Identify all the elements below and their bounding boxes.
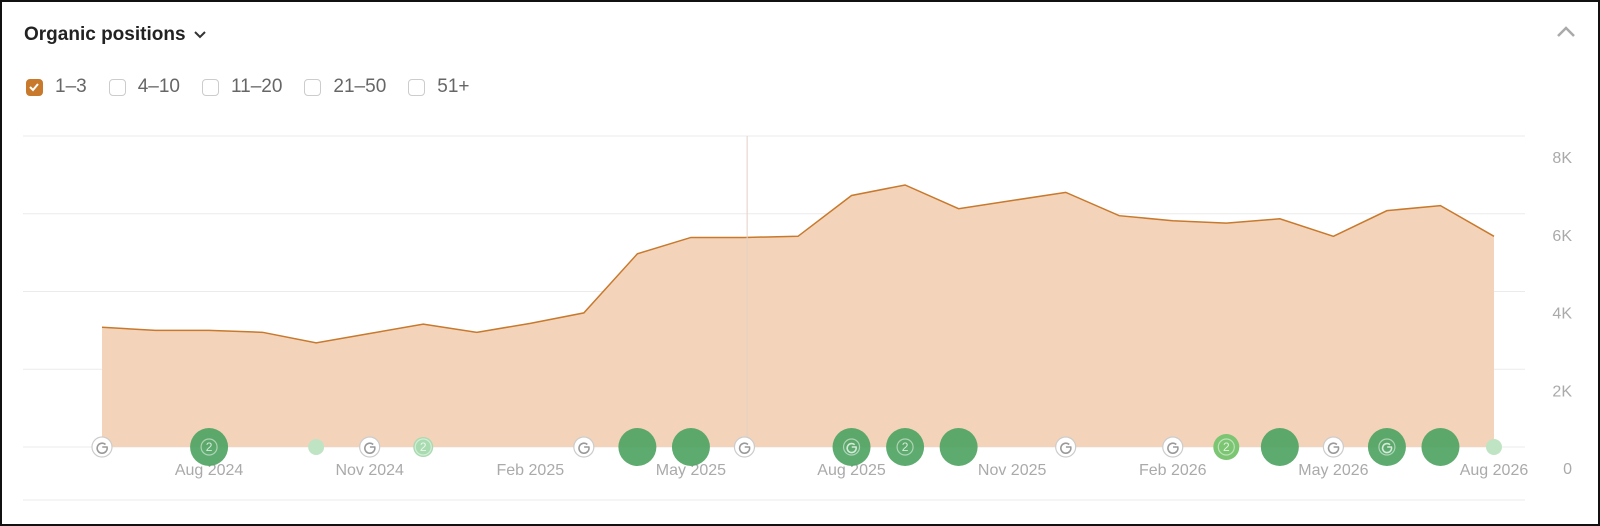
event-badge xyxy=(414,438,432,456)
google-icon xyxy=(1060,442,1072,454)
filter[interactable]: 1–3 xyxy=(26,76,87,98)
filter-label: 11–20 xyxy=(230,76,283,97)
google-update-marker xyxy=(733,436,756,458)
x-tick-label: May 2025 xyxy=(656,462,726,479)
event-marker xyxy=(413,437,434,457)
event-label: 2 xyxy=(206,440,213,454)
x-tick-label: May 2026 xyxy=(1298,462,1368,479)
filter-label: 4–10 xyxy=(137,76,180,97)
event-marker xyxy=(1213,434,1240,460)
checkbox[interactable] xyxy=(26,78,43,96)
area-line xyxy=(101,184,1495,344)
x-tick-label: Feb 2026 xyxy=(1139,462,1207,479)
filter[interactable]: 21–50 xyxy=(304,76,386,98)
title-text: Organic positions xyxy=(24,24,186,45)
event-label: 2 xyxy=(902,440,909,454)
y-tick-label: 2K xyxy=(1552,383,1572,400)
google-icon xyxy=(578,442,590,454)
event-marker xyxy=(308,439,325,455)
area-fill xyxy=(102,184,1494,448)
dropdown-icon xyxy=(193,31,206,39)
x-tick-label: Aug 2026 xyxy=(1460,462,1529,479)
x-tick-label: Aug 2025 xyxy=(817,462,886,479)
event-badge xyxy=(1217,438,1235,456)
event-label: 2 xyxy=(420,440,427,454)
event-marker xyxy=(190,428,229,466)
event-badge xyxy=(896,438,914,456)
collapse-icon[interactable] xyxy=(1556,26,1576,38)
google-icon xyxy=(96,442,108,454)
x-tick-label: Aug 2024 xyxy=(175,462,244,479)
event-marker xyxy=(886,428,925,466)
google-update-marker xyxy=(1322,436,1344,458)
google-icon xyxy=(1381,442,1393,454)
google-icon xyxy=(738,442,751,454)
check-mark xyxy=(29,82,39,91)
filter-label: 1–3 xyxy=(55,76,87,97)
y-tick-label: 0 xyxy=(1563,461,1572,478)
google-badge xyxy=(842,438,861,456)
google-icon xyxy=(364,442,376,454)
x-tick-label: Feb 2025 xyxy=(497,462,565,479)
google-icon xyxy=(846,442,857,454)
filter[interactable]: 4–10 xyxy=(108,76,180,98)
event-marker xyxy=(939,428,978,466)
checkbox[interactable] xyxy=(304,78,322,96)
event-marker xyxy=(832,428,871,466)
checkbox[interactable] xyxy=(108,78,126,96)
y-tick-label: 6K xyxy=(1552,228,1572,245)
y-tick-label: 4K xyxy=(1552,306,1572,323)
filter-label: 51+ xyxy=(437,76,470,97)
event-marker xyxy=(671,428,710,466)
event-marker xyxy=(1260,428,1299,466)
google-icon xyxy=(1327,442,1340,454)
google-update-marker xyxy=(1055,436,1077,458)
google-update-marker xyxy=(91,436,113,458)
filter[interactable]: 11–20 xyxy=(201,76,283,98)
google-update-marker xyxy=(573,436,595,458)
filter[interactable]: 51+ xyxy=(408,76,470,98)
event-marker xyxy=(1367,428,1406,466)
x-tick-label: Nov 2025 xyxy=(978,462,1047,479)
google-update-marker xyxy=(359,436,381,458)
event-marker xyxy=(618,428,657,466)
filter-label: 21–50 xyxy=(333,76,387,97)
x-tick-label: Nov 2024 xyxy=(335,462,404,479)
event-marker xyxy=(1421,428,1460,466)
checkbox[interactable] xyxy=(201,78,219,96)
event-badge xyxy=(200,438,218,456)
google-icon xyxy=(1167,442,1179,454)
checkbox[interactable] xyxy=(408,78,426,96)
widget-title[interactable]: Organic positions xyxy=(24,24,206,46)
google-badge xyxy=(1378,438,1396,456)
event-marker xyxy=(1486,439,1502,455)
y-tick-label: 8K xyxy=(1552,150,1572,167)
filters: 1–3 4–10 11–20 21–50 51+ xyxy=(26,76,470,98)
google-update-marker xyxy=(1162,436,1184,458)
event-label: 2 xyxy=(1223,440,1230,454)
